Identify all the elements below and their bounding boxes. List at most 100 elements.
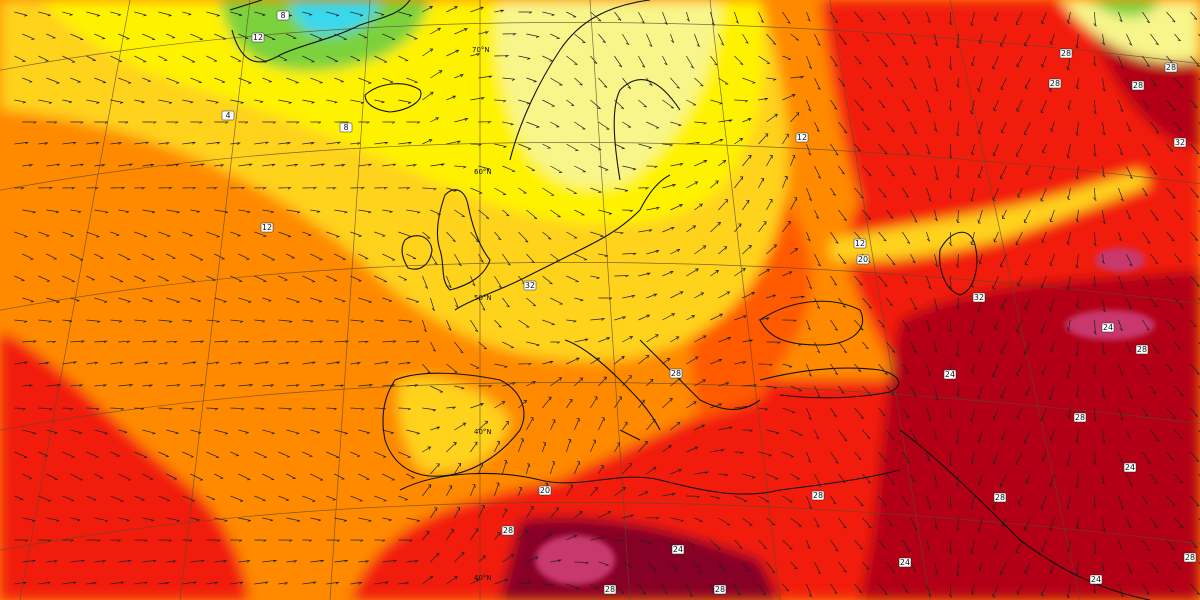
wind-arrow	[838, 517, 847, 529]
wind-arrow	[38, 407, 53, 411]
wind-arrow	[14, 231, 28, 238]
wind-arrow	[38, 275, 50, 282]
wind-arrow	[142, 121, 157, 124]
wind-arrow	[262, 340, 278, 343]
wind-arrow	[38, 362, 50, 365]
wind-arrow	[334, 77, 344, 83]
wind-arrow	[214, 517, 228, 522]
wind-arrow	[1166, 451, 1174, 461]
wind-arrow	[190, 559, 206, 563]
wind-arrow	[970, 583, 975, 595]
wind-arrow	[1142, 55, 1150, 68]
wind-arrow	[70, 121, 84, 124]
wind-arrow	[118, 429, 128, 434]
wind-arrow	[214, 473, 224, 479]
wind-arrow	[406, 340, 421, 344]
wind-arrow	[1198, 209, 1200, 213]
wind-arrow	[110, 55, 123, 63]
wind-arrow	[1049, 473, 1055, 487]
wind-arrow	[350, 11, 364, 17]
wind-arrow	[70, 163, 85, 167]
wind-arrow	[286, 77, 299, 84]
wind-arrow	[446, 576, 458, 585]
wind-arrow	[1075, 121, 1079, 136]
wind-arrow	[134, 231, 148, 238]
wind-arrow	[430, 552, 440, 563]
wind-arrow	[278, 319, 293, 323]
wind-arrow	[526, 33, 540, 38]
wind-arrow	[854, 539, 863, 550]
wind-arrow	[694, 77, 704, 87]
wind-arrow	[766, 385, 778, 390]
wind-arrow	[766, 244, 778, 255]
svg-text:24: 24	[1125, 463, 1135, 472]
wind-arrow	[86, 99, 100, 104]
wind-arrow	[670, 422, 681, 431]
lat-label-40: 40°N	[474, 428, 492, 436]
wind-arrow	[1150, 253, 1159, 265]
wind-arrow	[310, 33, 323, 40]
wind-arrow	[598, 297, 613, 300]
wind-arrow	[830, 363, 839, 376]
wind-arrow	[494, 275, 504, 289]
wind-arrow	[310, 209, 321, 213]
wind-arrow	[622, 514, 635, 519]
wind-arrow	[598, 209, 612, 215]
wind-arrow	[46, 340, 57, 344]
wind-arrow	[830, 187, 836, 196]
wind-arrow	[646, 33, 653, 47]
wind-arrow	[86, 495, 97, 501]
wind-arrow	[310, 121, 322, 124]
wind-arrow	[238, 253, 250, 260]
wind-arrow	[262, 429, 275, 435]
wind-arrow	[1190, 187, 1199, 198]
wind-arrow	[494, 482, 500, 497]
wind-arrow	[694, 292, 705, 299]
wind-arrow	[710, 222, 721, 233]
europe-coast	[454, 174, 671, 311]
wind-arrow	[790, 341, 802, 346]
wind-arrow	[214, 164, 225, 167]
wind-arrow	[134, 361, 149, 365]
wind-arrow	[374, 231, 386, 237]
wind-arrow	[734, 55, 744, 65]
iran-hotspot	[1095, 248, 1145, 272]
wind-arrow	[94, 340, 108, 344]
wind-arrow	[782, 407, 796, 414]
iberia-coast	[382, 372, 525, 477]
wind-arrow	[446, 187, 457, 192]
wind-arrow	[278, 362, 290, 365]
wind-arrow	[1166, 99, 1176, 111]
wind-arrow	[790, 197, 798, 211]
wind-arrow	[142, 253, 155, 261]
wind-arrow	[422, 575, 434, 585]
wind-arrow	[22, 473, 33, 480]
wind-arrow	[1040, 275, 1047, 289]
wind-arrow	[1050, 341, 1055, 352]
wind-arrow	[190, 384, 205, 387]
wind-arrow	[470, 143, 482, 147]
wind-arrow	[814, 297, 821, 309]
wind-arrow	[310, 163, 326, 167]
wind-arrow	[878, 11, 886, 21]
wind-arrow	[1017, 275, 1023, 286]
wind-arrow	[910, 517, 919, 531]
wind-arrow	[614, 442, 621, 453]
wind-arrow	[1016, 319, 1023, 333]
wind-arrow	[1166, 187, 1176, 199]
wind-arrow	[670, 517, 684, 522]
wind-arrow	[956, 253, 960, 268]
wind-arrow	[398, 361, 412, 365]
wind-arrow	[1075, 209, 1079, 222]
wind-arrow	[182, 539, 193, 542]
wind-arrow	[934, 561, 939, 575]
wind-arrow	[948, 99, 953, 111]
wind-arrow	[686, 315, 696, 321]
wind-arrow	[1015, 11, 1023, 25]
wind-arrow	[614, 275, 630, 278]
wind-arrow	[358, 121, 370, 124]
wind-arrow	[956, 165, 960, 178]
wind-arrow	[1093, 539, 1097, 555]
wind-arrow	[502, 341, 514, 349]
wind-arrow	[614, 99, 625, 109]
